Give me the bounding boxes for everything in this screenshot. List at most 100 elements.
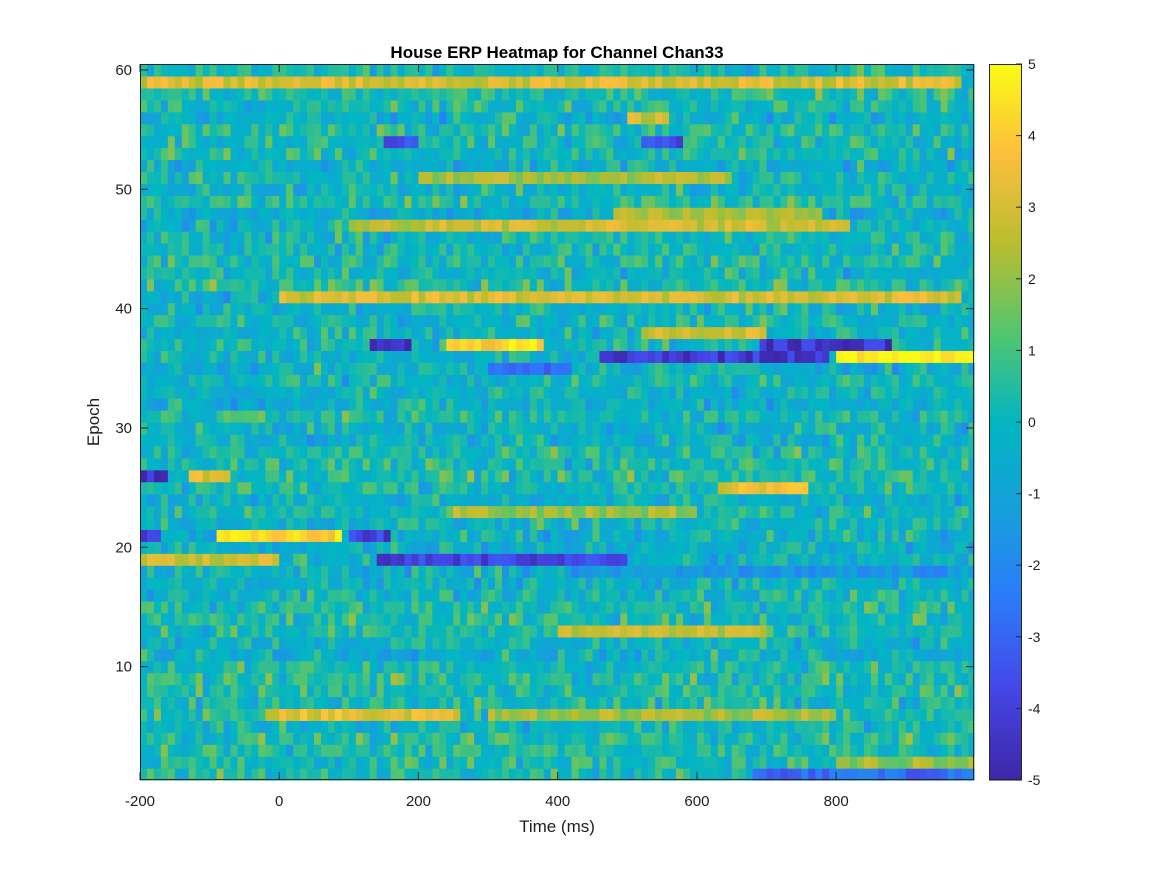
heatmap-cell — [522, 517, 531, 530]
heatmap-cell — [606, 565, 614, 578]
heatmap-cell — [146, 302, 155, 316]
heatmap-cell — [258, 553, 266, 566]
heatmap-cell — [314, 672, 322, 686]
heatmap-cell — [634, 302, 642, 316]
heatmap-cell — [787, 529, 795, 542]
heatmap-cell — [397, 362, 406, 375]
heatmap-cell — [390, 612, 399, 626]
heatmap-cell — [300, 565, 308, 578]
heatmap-cell — [244, 362, 252, 375]
heatmap-cell — [279, 744, 287, 757]
heatmap-cell — [592, 624, 601, 638]
heatmap-cell — [439, 708, 447, 721]
heatmap-cell — [314, 720, 322, 733]
heatmap-cell — [314, 314, 322, 328]
heatmap-cell — [550, 410, 559, 423]
heatmap-cell — [877, 744, 886, 757]
heatmap-cell — [502, 744, 510, 757]
heatmap-cell — [279, 481, 287, 495]
heatmap-cell — [543, 744, 552, 757]
heatmap-cell — [237, 744, 246, 757]
heatmap-cell — [592, 278, 601, 292]
heatmap-cell — [926, 517, 935, 530]
heatmap-cell — [585, 338, 594, 351]
heatmap-cell — [578, 660, 587, 674]
heatmap-cell — [529, 290, 538, 304]
heatmap-cell — [613, 433, 621, 447]
heatmap-cell — [474, 553, 482, 566]
heatmap-cell — [780, 422, 789, 435]
heatmap-cell — [460, 481, 468, 495]
heatmap-cell — [529, 744, 538, 757]
heatmap-cell — [167, 410, 176, 423]
heatmap-cell — [502, 517, 510, 530]
heatmap-cell — [613, 541, 621, 554]
heatmap-cell — [376, 517, 385, 530]
heatmap-cell — [843, 457, 851, 471]
heatmap-cell — [140, 529, 148, 542]
heatmap-cell — [801, 445, 809, 459]
heatmap-cell — [216, 541, 225, 554]
heatmap-cell — [495, 290, 503, 304]
heatmap-cell — [209, 529, 218, 542]
heatmap-cell — [655, 553, 663, 566]
heatmap-cell — [522, 720, 531, 733]
heatmap-cell — [794, 612, 802, 626]
heatmap-cell — [745, 517, 754, 530]
heatmap-cell — [209, 636, 218, 650]
heatmap-cell — [641, 529, 649, 542]
heatmap-cell — [460, 624, 468, 638]
heatmap-cell — [362, 362, 371, 375]
heatmap-cell — [724, 672, 733, 686]
heatmap-cell — [933, 684, 942, 698]
heatmap-cell — [355, 720, 364, 733]
heatmap-cell — [717, 648, 726, 662]
heatmap-cell — [599, 732, 608, 745]
heatmap-cell — [905, 338, 914, 351]
heatmap-cell — [850, 624, 858, 638]
heatmap-cell — [585, 410, 594, 423]
heatmap-cell — [905, 660, 914, 674]
heatmap-cell — [307, 756, 315, 769]
heatmap-cell — [529, 493, 538, 507]
heatmap-cell — [620, 422, 628, 435]
heatmap-cell — [613, 326, 621, 340]
heatmap-cell — [362, 660, 371, 674]
heatmap-cell — [258, 541, 266, 554]
heatmap-cell — [836, 768, 844, 781]
heatmap-cell — [557, 302, 566, 316]
heatmap-cell — [195, 601, 204, 614]
heatmap-cell — [954, 445, 963, 459]
heatmap-cell — [460, 290, 468, 304]
heatmap-cell — [662, 326, 670, 340]
heatmap-cell — [258, 493, 266, 507]
heatmap-cell — [188, 660, 197, 674]
heatmap-cell — [362, 493, 371, 507]
heatmap-cell — [648, 386, 656, 399]
heatmap-cell — [418, 541, 427, 554]
heatmap-cell — [808, 756, 816, 769]
heatmap-cell — [209, 589, 218, 602]
heatmap-cell — [286, 624, 294, 638]
heatmap-cell — [801, 541, 809, 554]
heatmap-cell — [265, 445, 273, 459]
heatmap-cell — [926, 684, 935, 698]
heatmap-cell — [891, 660, 900, 674]
heatmap-cell — [696, 398, 705, 411]
heatmap-cell — [223, 720, 232, 733]
heatmap-cell — [926, 577, 935, 590]
heatmap-cell — [961, 350, 970, 363]
heatmap-cell — [160, 326, 169, 340]
heatmap-cell — [564, 708, 573, 721]
heatmap-cell — [425, 422, 433, 435]
heatmap-cell — [502, 386, 510, 399]
heatmap-cell — [202, 338, 211, 351]
heatmap-cell — [891, 756, 900, 769]
heatmap-cell — [745, 744, 754, 757]
heatmap-cell — [968, 684, 975, 698]
heatmap-cell — [286, 744, 294, 757]
heatmap-cell — [857, 350, 865, 363]
heatmap-cell — [327, 338, 336, 351]
heatmap-cell — [724, 744, 733, 757]
heatmap-cell — [905, 517, 914, 530]
